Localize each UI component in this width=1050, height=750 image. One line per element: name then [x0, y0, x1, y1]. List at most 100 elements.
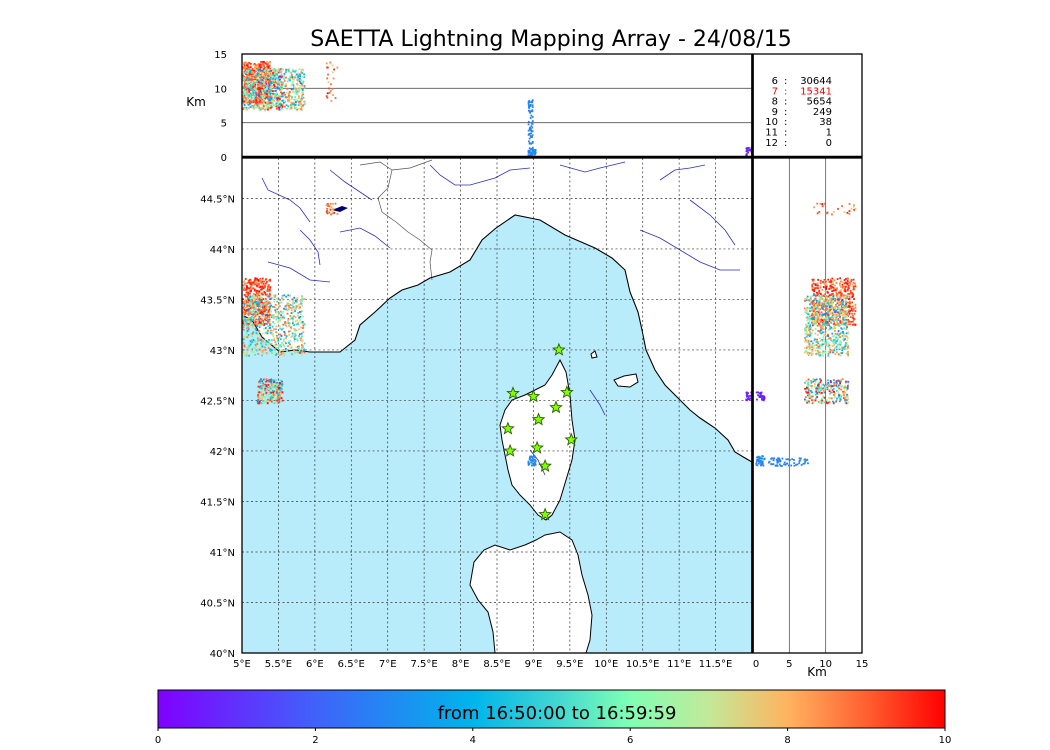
latitude-altitude-source: [833, 390, 835, 393]
station-star: [506, 386, 520, 400]
latitude-altitude-source: [850, 308, 853, 310]
lightning-source: [261, 401, 264, 404]
latitude-altitude-source: [821, 343, 824, 346]
lightning-source: [242, 348, 245, 351]
lightning-source: [277, 347, 280, 349]
latitude-altitude-source: [837, 329, 840, 332]
lightning-source: [247, 314, 250, 316]
latitude-altitude-source: [844, 392, 847, 395]
latitude-altitude-source: [755, 462, 758, 465]
latitude-tick-label: 41.5°N: [200, 497, 235, 508]
altitude-source: [257, 71, 260, 74]
lightning-source: [271, 325, 274, 328]
altitude-source: [273, 80, 276, 82]
altitude-source: [278, 87, 280, 90]
latitude-altitude-source: [808, 329, 810, 332]
altitude-source: [527, 151, 530, 154]
latitude-altitude-source: [825, 285, 827, 288]
latitude-altitude-source: [767, 461, 770, 464]
latitude-altitude-source: [827, 401, 829, 404]
latitude-altitude-source: [841, 347, 844, 350]
altitude-source: [260, 76, 263, 79]
lightning-source: [299, 315, 302, 318]
lightning-source: [265, 322, 267, 325]
altitude-source: [264, 73, 266, 76]
altitude-source: [280, 104, 283, 107]
altitude-source: [290, 74, 293, 76]
lightning-source: [299, 302, 302, 305]
latitude-altitude-source: [812, 352, 815, 355]
lightning-source: [299, 351, 302, 354]
altitude-source: [268, 96, 271, 99]
latitude-altitude-source: [825, 301, 827, 304]
latitude-altitude-source: [793, 462, 796, 464]
colorbar-tick-label: 6: [627, 735, 633, 746]
lightning-source: [280, 345, 283, 348]
altitude-source: [746, 148, 749, 151]
latitude-altitude-source: [832, 402, 835, 405]
lightning-source: [264, 298, 267, 300]
altitude-source: [298, 107, 300, 110]
lightning-source: [242, 322, 245, 325]
altitude-source: [530, 142, 533, 145]
altitude-source: [282, 68, 285, 71]
altitude-source: [284, 71, 287, 74]
latitude-altitude-source: [807, 381, 810, 384]
lightning-source: [254, 321, 257, 324]
latitude-altitude-source: [838, 334, 840, 337]
altitude-source: [258, 100, 261, 103]
lightning-source: [262, 287, 265, 290]
latitude-altitude-source: [841, 281, 844, 283]
altitude-source: [291, 96, 293, 98]
lightning-source: [262, 309, 265, 311]
lightning-source: [255, 292, 258, 295]
latitude-altitude-source: [818, 387, 821, 390]
altitude-source: [259, 84, 262, 87]
lightning-source: [260, 387, 263, 390]
altitude-source: [287, 70, 290, 72]
latitude-altitude-source: [835, 294, 838, 297]
lightning-source: [279, 298, 282, 301]
altitude-source: [248, 85, 250, 88]
station-count-value: 30644: [800, 76, 832, 87]
altitude-source: [279, 75, 282, 78]
latitude-altitude-source: [846, 396, 849, 398]
latitude-altitude-source: [838, 302, 841, 305]
altitude-source: [252, 105, 255, 108]
latitude-altitude-source: [822, 350, 825, 353]
lightning-source: [253, 341, 256, 343]
altitude-source: [263, 84, 266, 87]
latitude-altitude-source: [824, 290, 827, 293]
latitude-altitude-source: [818, 299, 821, 302]
latitude-altitude-source: [822, 331, 824, 334]
altitude-source: [254, 82, 257, 84]
lightning-source: [272, 348, 275, 351]
latitude-altitude-source: [823, 334, 826, 336]
latitude-altitude-source: [813, 302, 815, 305]
altitude-source: [245, 64, 248, 67]
lightning-source: [297, 351, 300, 354]
lightning-source: [248, 354, 251, 357]
latitude-altitude-source: [816, 391, 819, 394]
lightning-source: [252, 282, 255, 284]
latitude-altitude-source: [817, 287, 820, 290]
lightning-source: [293, 315, 295, 318]
lightning-source: [257, 318, 260, 321]
lightning-source: [264, 285, 267, 287]
altitude-source: [328, 87, 331, 90]
latitude-altitude-source: [827, 278, 830, 281]
altitude-source: [273, 84, 275, 86]
latitude-altitude-source: [807, 351, 809, 354]
altitude-source: [530, 148, 532, 151]
altitude-source: [269, 87, 272, 90]
lightning-source: [258, 348, 261, 351]
latitude-altitude-source: [827, 354, 830, 357]
lightning-source: [329, 202, 332, 205]
altitude-source: [273, 74, 276, 77]
lightning-source: [286, 349, 288, 352]
altitude-source: [282, 81, 285, 84]
latitude-altitude-source: [835, 313, 838, 316]
latitude-altitude-source: [820, 386, 823, 389]
altitude-source: [243, 85, 246, 88]
